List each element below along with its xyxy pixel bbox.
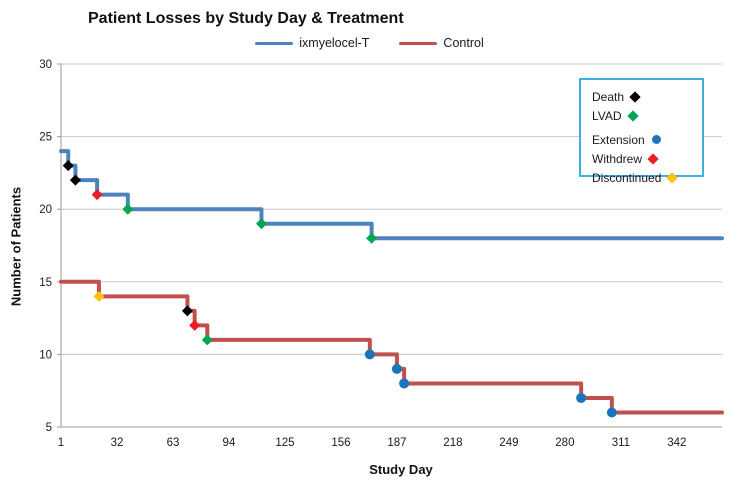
event-marker-lvad bbox=[122, 203, 134, 215]
marker-legend-item-extension: Extension bbox=[592, 130, 702, 149]
y-axis-title: Number of Patients bbox=[8, 186, 24, 307]
event-marker-withdrew bbox=[91, 189, 103, 201]
y-tick-label: 30 bbox=[39, 59, 52, 71]
event-marker-discontinued bbox=[93, 290, 105, 302]
marker-legend-item-lvad: LVAD bbox=[592, 106, 702, 125]
y-tick-label: 15 bbox=[39, 277, 52, 289]
extension-circle-icon bbox=[651, 135, 661, 144]
x-axis-title: Study Day bbox=[369, 462, 433, 477]
y-tick-label: 20 bbox=[39, 204, 52, 216]
x-tick-label: 218 bbox=[443, 437, 462, 449]
series-legend-label: ixmyelocel-T bbox=[299, 36, 370, 50]
chart-title: Patient Losses by Study Day & Treatment bbox=[88, 10, 404, 27]
x-tick-label: 342 bbox=[667, 437, 686, 449]
series-legend-label: Control bbox=[443, 36, 484, 50]
event-marker-extension bbox=[576, 392, 587, 403]
series-line-control bbox=[59, 279, 724, 415]
event-marker-withdrew bbox=[189, 319, 201, 331]
marker-legend-item-death: Death bbox=[592, 87, 702, 106]
x-tick-label: 280 bbox=[555, 437, 574, 449]
marker-legend-label: Discontinued bbox=[592, 170, 662, 185]
marker-legend-label: LVAD bbox=[592, 108, 622, 123]
event-marker-extension bbox=[391, 363, 402, 374]
x-tick-label: 1 bbox=[58, 437, 64, 449]
event-marker-extension bbox=[606, 407, 617, 418]
x-tick-label: 94 bbox=[223, 437, 236, 449]
marker-legend-label: Extension bbox=[592, 132, 645, 147]
x-tick-label: 187 bbox=[387, 437, 406, 449]
y-tick-label: 25 bbox=[39, 132, 52, 144]
series-line-swatch bbox=[255, 41, 294, 45]
marker-legend-label: Death bbox=[592, 89, 625, 104]
series-legend-item-ixmyelocel-t: ixmyelocel-T bbox=[255, 36, 369, 50]
event-marker-extension bbox=[399, 378, 410, 389]
withdrew-diamond-icon bbox=[647, 152, 659, 165]
event-marker-lvad bbox=[201, 334, 213, 346]
series-legend-item-control: Control bbox=[399, 36, 484, 50]
event-marker-death bbox=[181, 305, 193, 317]
event-marker-lvad bbox=[366, 232, 378, 244]
series-line-swatch bbox=[399, 41, 438, 45]
x-tick-label: 249 bbox=[499, 437, 518, 449]
x-tick-label: 125 bbox=[275, 437, 294, 449]
y-tick-label: 5 bbox=[46, 422, 52, 434]
x-tick-label: 63 bbox=[167, 437, 180, 449]
x-tick-label: 156 bbox=[331, 437, 350, 449]
x-tick-label: 311 bbox=[612, 437, 630, 449]
x-tick-label: 32 bbox=[111, 437, 124, 449]
y-tick-label: 10 bbox=[39, 349, 52, 361]
discontinued-diamond-icon bbox=[666, 171, 679, 184]
marker-legend-item-withdrew: Withdrew bbox=[592, 149, 702, 168]
marker-legend: Death LVAD Extension Withdrew Discontinued bbox=[579, 78, 704, 185]
marker-legend-item-discontinued: Discontinued bbox=[592, 168, 702, 187]
event-marker-death bbox=[62, 160, 74, 172]
event-marker-lvad bbox=[255, 218, 267, 230]
series-legend: ixmyelocel-T Control bbox=[0, 36, 739, 50]
lvad-diamond-icon bbox=[626, 109, 639, 122]
event-marker-death bbox=[69, 174, 81, 186]
event-marker-extension bbox=[364, 349, 375, 360]
death-diamond-icon bbox=[629, 90, 641, 103]
marker-legend-label: Withdrew bbox=[592, 151, 643, 166]
